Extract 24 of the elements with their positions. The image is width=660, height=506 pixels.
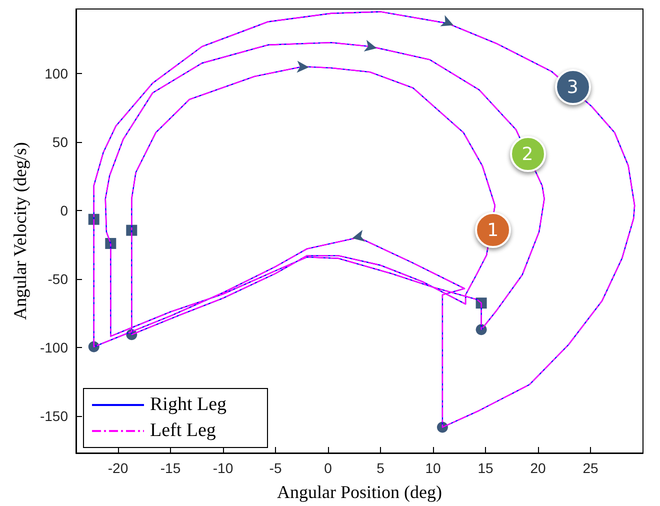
x-tick-label: 25 — [582, 460, 598, 476]
x-axis-title: Angular Position (deg) — [277, 482, 442, 502]
y-axis-title: Angular Velocity (deg/s) — [10, 142, 30, 320]
x-tick-label: -10 — [212, 460, 234, 476]
y-tick-label: 0 — [60, 202, 68, 218]
y-tick-label: 50 — [52, 134, 68, 150]
legend-label: Right Leg — [150, 393, 227, 417]
y-tick-label: -100 — [40, 339, 68, 356]
x-tick-label: 20 — [530, 460, 546, 476]
x-tick-label: 0 — [324, 460, 332, 476]
numbered-badge: 2 — [510, 136, 546, 172]
point — [88, 214, 100, 225]
y-tick-label: -150 — [40, 408, 68, 424]
x-tick-label: 5 — [376, 460, 385, 476]
x-tick-label: -15 — [160, 460, 181, 476]
y-tick-label: -50 — [48, 270, 68, 287]
y-tick-label: 100 — [44, 65, 68, 82]
x-tick-label: 10 — [425, 460, 441, 476]
legend-label: Left Leg — [150, 419, 216, 443]
numbered-badge: 1 — [474, 212, 511, 248]
x-tick-label: -20 — [108, 460, 128, 476]
x-tick-label: -5 — [269, 460, 282, 476]
numbered-badge: 3 — [554, 69, 591, 106]
x-tick-label: 15 — [478, 460, 494, 476]
